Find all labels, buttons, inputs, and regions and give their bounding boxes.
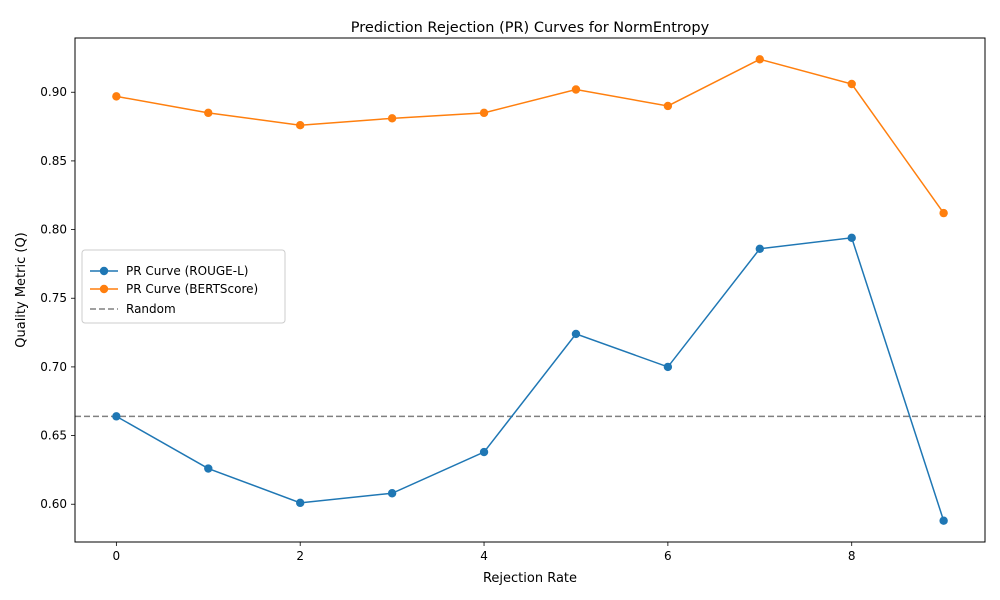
series-line xyxy=(116,58,945,214)
series-layer xyxy=(112,55,948,525)
data-point xyxy=(939,208,948,218)
data-point xyxy=(571,85,581,94)
data-point xyxy=(204,464,213,473)
x-tick-label: 8 xyxy=(848,549,856,563)
data-point xyxy=(479,447,489,457)
chart-title: Prediction Rejection (PR) Curves for Nor… xyxy=(351,20,710,36)
x-tick-label: 2 xyxy=(296,549,304,563)
legend: PR Curve (ROUGE-L) PR Curve (BERTScore) Ra… xyxy=(81,249,286,324)
plot-frame xyxy=(74,37,986,543)
data-point xyxy=(939,516,948,525)
data-point xyxy=(663,362,673,372)
data-point xyxy=(663,101,673,111)
x-axis-label: Rejection Rate xyxy=(483,571,577,586)
y-tick-label: 0.70 xyxy=(40,360,67,374)
x-tick-label: 0 xyxy=(113,549,121,563)
legend-label: PR Curve (BERTScore) xyxy=(126,282,258,296)
legend-marker-swatch xyxy=(99,266,109,276)
x-tick-label: 4 xyxy=(480,549,488,563)
y-tick-label: 0.65 xyxy=(40,429,67,443)
data-point xyxy=(387,489,397,498)
legend-label: Random xyxy=(126,302,176,316)
y-tick-label: 0.80 xyxy=(40,223,67,237)
data-point xyxy=(387,114,397,123)
y-axis-label: Quality Metric (Q) xyxy=(14,232,29,348)
data-point xyxy=(204,108,213,118)
y-axis: 0.60 0.65 0.70 0.75 0.80 0.85 0.90 xyxy=(40,85,75,511)
plot-area xyxy=(75,55,985,525)
data-point xyxy=(847,233,856,243)
y-tick-label: 0.90 xyxy=(40,85,67,99)
data-point xyxy=(112,412,121,421)
x-tick-label: 6 xyxy=(664,549,672,563)
y-tick-label: 0.85 xyxy=(40,154,67,168)
series-rouge-l xyxy=(112,233,948,525)
legend-marker-swatch xyxy=(99,284,109,294)
data-point xyxy=(112,92,121,101)
data-point xyxy=(296,498,305,508)
x-axis: 0 2 4 6 8 xyxy=(113,542,856,563)
data-point xyxy=(479,108,489,118)
data-point xyxy=(847,79,856,89)
data-point xyxy=(755,55,764,64)
y-tick-label: 0.75 xyxy=(40,291,67,305)
data-point xyxy=(571,329,581,339)
legend-label: PR Curve (ROUGE-L) xyxy=(126,264,248,278)
series-line xyxy=(115,236,945,521)
legend-frame xyxy=(81,249,286,324)
y-tick-label: 0.60 xyxy=(40,497,67,511)
data-point xyxy=(755,244,764,254)
series-bertscore xyxy=(112,55,948,218)
data-point xyxy=(296,121,305,130)
